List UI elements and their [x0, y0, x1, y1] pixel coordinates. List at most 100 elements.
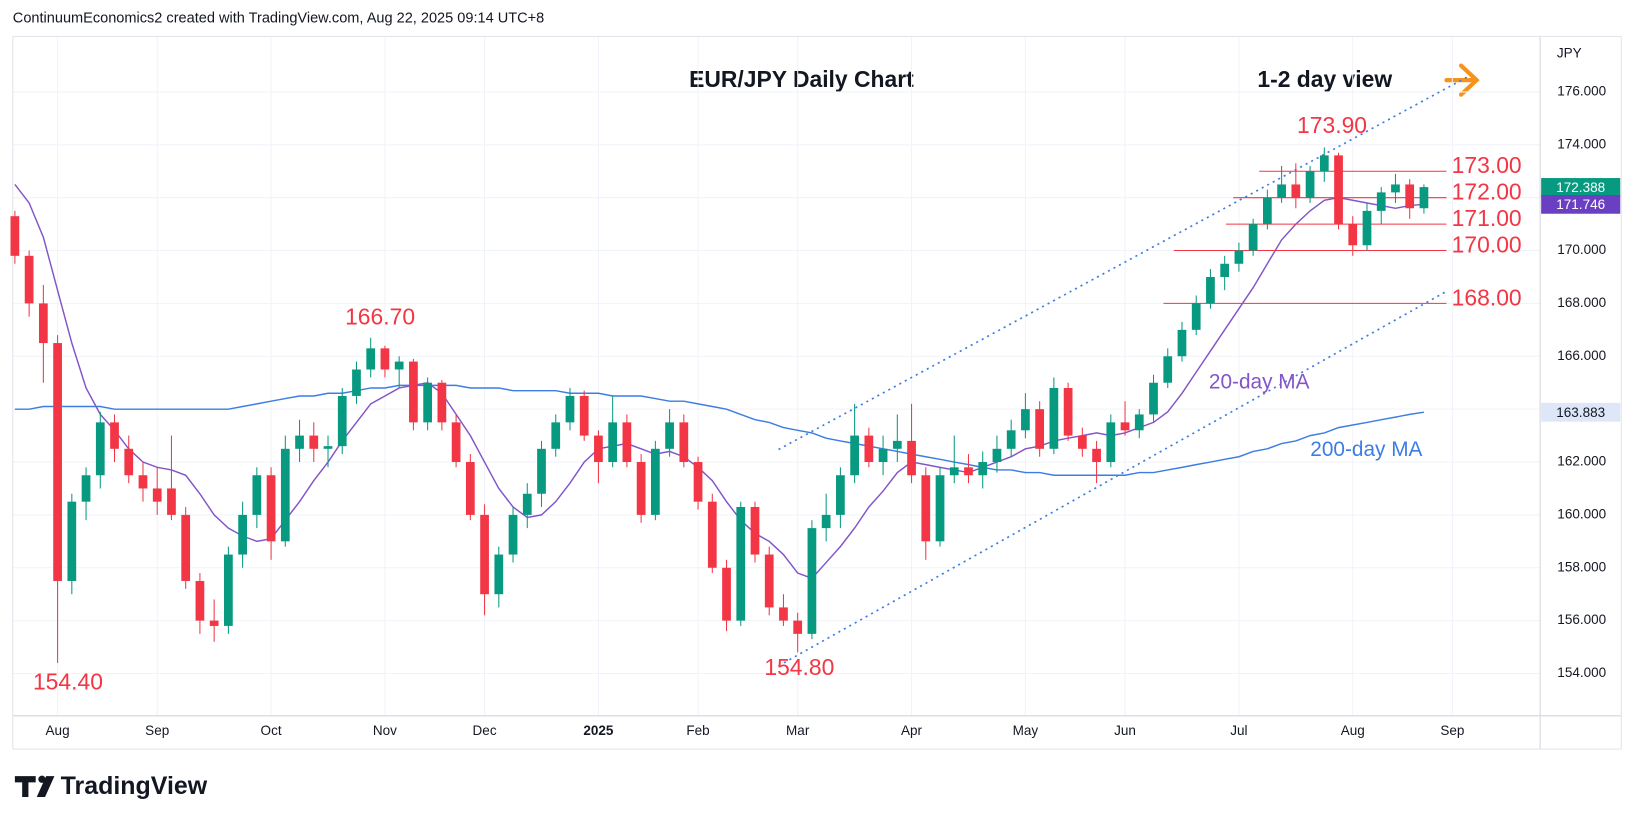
- candle-body: [850, 435, 859, 476]
- candle-body: [323, 446, 333, 449]
- x-tick-label: Apr: [901, 723, 923, 738]
- price-tag: [1541, 178, 1621, 197]
- candle-body: [565, 395, 575, 423]
- candle-body: [551, 422, 561, 449]
- candle-body: [707, 501, 717, 568]
- candle-body: [807, 528, 817, 634]
- candle-body: [878, 448, 888, 463]
- candle-body: [921, 475, 931, 542]
- candle-body: [1291, 184, 1301, 198]
- x-tick-label: Feb: [686, 723, 709, 738]
- candle-body: [608, 422, 618, 463]
- candle-body: [1362, 210, 1372, 246]
- candle-body: [821, 514, 831, 529]
- x-tick-label: Jul: [1230, 723, 1247, 738]
- y-axis-label: JPY: [1557, 46, 1582, 61]
- candle-body: [1134, 414, 1144, 431]
- candle-body: [992, 448, 1002, 463]
- candle-body: [252, 475, 262, 515]
- candle-body: [779, 607, 788, 621]
- candle-body: [480, 514, 489, 595]
- candle-body: [764, 554, 774, 608]
- candle-body: [1177, 329, 1187, 357]
- y-tick-label: 156.000: [1557, 612, 1606, 627]
- candle-body: [409, 361, 418, 423]
- candle-body: [451, 422, 461, 463]
- candle-body: [437, 382, 447, 423]
- candle-body: [138, 475, 148, 489]
- moving-average: [14, 384, 1425, 476]
- candle-body: [38, 303, 48, 344]
- series-label: 200-day MA: [1310, 438, 1422, 461]
- y-tick-label: 162.000: [1557, 454, 1606, 469]
- moving-average: [14, 184, 1424, 580]
- y-tick-label: 160.000: [1557, 506, 1606, 521]
- candle-body: [1376, 192, 1386, 211]
- candle-body: [1262, 197, 1272, 225]
- brand: TradingView: [61, 772, 208, 800]
- candle-body: [423, 382, 433, 423]
- price-tag-label: 172.388: [1556, 180, 1605, 195]
- x-tick-label: Oct: [261, 723, 282, 738]
- candle-body: [1092, 448, 1101, 463]
- candle-body: [465, 462, 475, 515]
- x-tick-label: 2025: [583, 723, 614, 738]
- candle-body: [1319, 155, 1329, 172]
- candle-body: [679, 422, 689, 463]
- y-tick-label: 176.000: [1557, 84, 1606, 99]
- candle-body: [1277, 184, 1286, 198]
- level-label: 171.00: [1452, 205, 1522, 231]
- candle-body: [1391, 184, 1400, 193]
- candle-body: [864, 435, 874, 463]
- candle-body: [522, 493, 532, 515]
- logo-slash: [36, 776, 55, 797]
- candle-body: [1206, 276, 1215, 304]
- logo-mark: [14, 776, 36, 797]
- candle-body: [494, 554, 504, 595]
- candle-body: [1348, 224, 1358, 246]
- candle-body: [1405, 184, 1415, 209]
- candle-body: [636, 462, 646, 515]
- candle-body: [579, 395, 589, 436]
- candle-body: [394, 361, 404, 370]
- candle-body: [309, 435, 319, 449]
- y-tick-label: 168.000: [1557, 295, 1606, 310]
- level-label: 168.00: [1452, 284, 1522, 310]
- x-tick-label: Dec: [473, 723, 497, 738]
- candle-body: [1149, 382, 1158, 415]
- candle-body: [978, 462, 988, 476]
- annotation: 154.40: [33, 669, 103, 695]
- candle-body: [238, 514, 247, 555]
- candle-body: [124, 448, 134, 476]
- candle-body: [836, 475, 845, 515]
- x-tick-label: Nov: [373, 723, 397, 738]
- candle-body: [1220, 263, 1230, 277]
- candle-body: [650, 448, 660, 515]
- candle-body: [1163, 356, 1173, 383]
- y-tick-label: 170.000: [1557, 242, 1606, 257]
- logo-dot: [38, 775, 46, 783]
- candle-body: [337, 395, 347, 447]
- candle-body: [95, 422, 105, 476]
- candle-body: [366, 348, 376, 370]
- candle-body: [622, 422, 632, 463]
- candle-body: [1334, 155, 1343, 225]
- x-tick-label: Jun: [1114, 723, 1136, 738]
- price-tag-label: 171.746: [1556, 197, 1605, 212]
- candle-body: [508, 514, 518, 555]
- candle-body: [935, 475, 945, 542]
- x-tick-label: Aug: [1341, 723, 1365, 738]
- y-tick-label: 174.000: [1557, 136, 1606, 151]
- candle-body: [1191, 303, 1201, 330]
- candle-body: [1063, 388, 1073, 436]
- candle-body: [81, 475, 91, 502]
- candle-body: [907, 440, 916, 476]
- candle-body: [1035, 409, 1045, 449]
- candle-body: [1248, 224, 1258, 251]
- candle-body: [53, 343, 62, 581]
- x-tick-label: Sep: [1440, 723, 1464, 738]
- logo: TradingView: [14, 772, 208, 800]
